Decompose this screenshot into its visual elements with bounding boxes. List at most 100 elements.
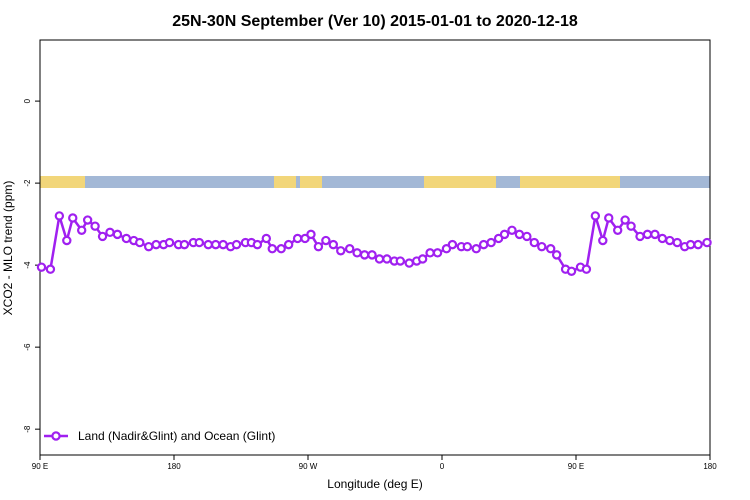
point bbox=[693, 239, 703, 250]
point bbox=[522, 231, 532, 242]
point bbox=[612, 225, 623, 235]
point bbox=[164, 237, 175, 248]
point bbox=[566, 266, 577, 276]
x-tick-label: 180 bbox=[703, 462, 717, 471]
y-tick-label: -8 bbox=[23, 425, 32, 433]
x-tick-label: 0 bbox=[440, 462, 445, 471]
point bbox=[590, 211, 601, 221]
x-tick-label: 90 W bbox=[299, 462, 318, 471]
point bbox=[68, 213, 78, 223]
point bbox=[620, 215, 630, 225]
point bbox=[135, 237, 145, 248]
x-tick-label: 180 bbox=[167, 462, 181, 471]
point bbox=[54, 211, 65, 221]
land bbox=[274, 176, 296, 188]
point bbox=[581, 264, 592, 274]
point bbox=[626, 221, 636, 231]
point bbox=[702, 237, 712, 248]
point bbox=[82, 215, 93, 225]
land bbox=[40, 176, 85, 188]
point bbox=[306, 229, 316, 240]
point bbox=[210, 239, 221, 250]
land bbox=[424, 176, 496, 188]
point bbox=[382, 254, 392, 264]
point bbox=[328, 239, 339, 250]
point bbox=[514, 229, 525, 240]
point bbox=[545, 244, 556, 254]
point bbox=[395, 256, 406, 266]
point bbox=[194, 237, 205, 248]
point bbox=[283, 239, 294, 250]
point bbox=[276, 244, 286, 254]
point bbox=[45, 264, 56, 274]
point bbox=[344, 244, 355, 254]
point bbox=[300, 233, 310, 244]
point bbox=[417, 254, 428, 264]
legend-marker bbox=[51, 431, 61, 441]
point bbox=[151, 239, 161, 250]
point bbox=[441, 244, 452, 254]
point bbox=[367, 250, 377, 260]
chart-title: 25N-30N September (Ver 10) 2015-01-01 to… bbox=[172, 13, 578, 30]
x-tick-label: 90 E bbox=[32, 462, 48, 471]
point bbox=[267, 244, 277, 254]
y-tick-label: -6 bbox=[23, 343, 32, 351]
point bbox=[336, 246, 346, 256]
point bbox=[36, 262, 47, 272]
point bbox=[292, 233, 303, 244]
point bbox=[493, 233, 504, 244]
point bbox=[374, 254, 385, 264]
point bbox=[231, 239, 242, 250]
point bbox=[252, 239, 263, 250]
x-axis-label: Longitude (deg E) bbox=[327, 477, 422, 491]
point bbox=[112, 229, 123, 240]
point bbox=[471, 244, 481, 254]
point bbox=[486, 237, 496, 248]
point bbox=[642, 229, 653, 240]
point bbox=[313, 241, 324, 252]
point bbox=[462, 241, 473, 252]
y-tick-label: -4 bbox=[23, 261, 32, 269]
point bbox=[76, 225, 87, 235]
point bbox=[685, 239, 696, 250]
point bbox=[62, 235, 72, 246]
point bbox=[352, 248, 362, 258]
x-tick-label: 90 E bbox=[568, 462, 584, 471]
y-tick-label: 0 bbox=[23, 98, 32, 103]
point bbox=[321, 235, 331, 246]
point bbox=[203, 239, 213, 250]
legend-label: Land (Nadir&Glint) and Ocean (Glint) bbox=[78, 429, 275, 443]
point bbox=[425, 248, 435, 258]
y-axis-label: XCO2 - MLO trend (ppm) bbox=[1, 181, 15, 316]
point bbox=[359, 250, 370, 260]
plot-frame bbox=[39, 39, 711, 456]
point bbox=[598, 235, 608, 246]
land bbox=[520, 176, 620, 188]
point bbox=[551, 250, 562, 260]
point bbox=[537, 241, 547, 252]
point bbox=[672, 237, 682, 248]
point bbox=[604, 213, 614, 223]
point bbox=[499, 229, 510, 240]
point bbox=[650, 229, 660, 240]
land-ocean-strip bbox=[40, 176, 710, 188]
point bbox=[432, 248, 443, 258]
point bbox=[121, 233, 132, 244]
point bbox=[218, 239, 228, 250]
point bbox=[478, 239, 489, 250]
point bbox=[261, 233, 272, 244]
land bbox=[300, 176, 322, 188]
point bbox=[529, 237, 540, 248]
point bbox=[143, 241, 154, 252]
point bbox=[97, 231, 108, 242]
point bbox=[179, 239, 190, 250]
point bbox=[447, 239, 458, 250]
point bbox=[635, 231, 645, 242]
point bbox=[90, 221, 100, 231]
point bbox=[105, 227, 115, 238]
point bbox=[507, 225, 517, 235]
point bbox=[657, 233, 668, 244]
point bbox=[404, 258, 414, 268]
